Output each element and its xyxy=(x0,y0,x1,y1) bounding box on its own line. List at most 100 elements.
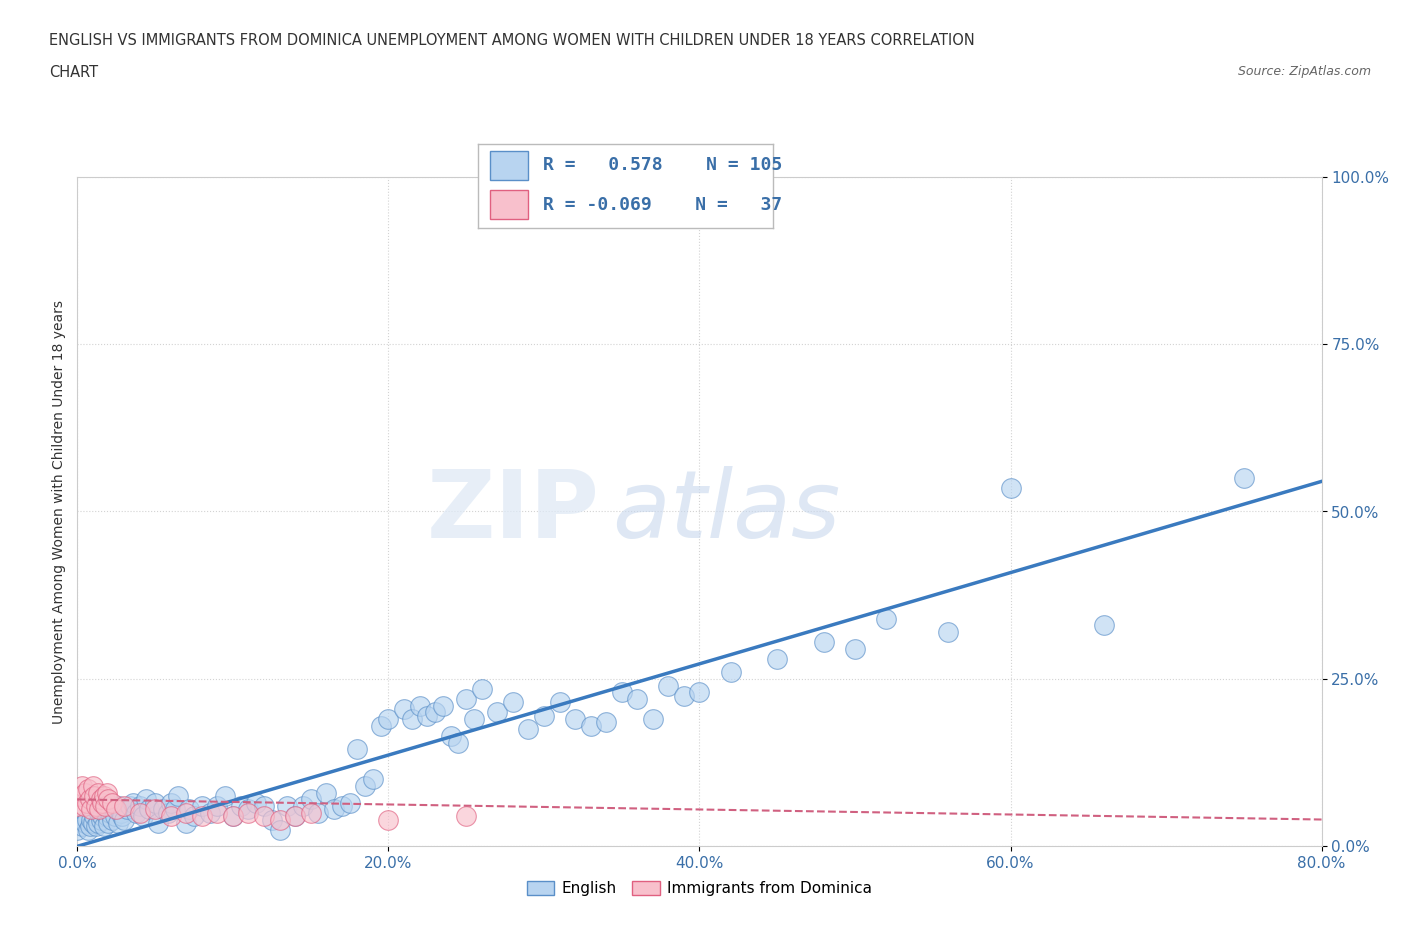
Point xyxy=(377,711,399,726)
Point xyxy=(66,799,89,814)
Point xyxy=(70,778,93,793)
Point xyxy=(222,809,245,824)
Point xyxy=(79,818,101,833)
Point xyxy=(626,692,648,707)
Point xyxy=(128,799,150,814)
Point xyxy=(689,684,711,699)
Point xyxy=(80,812,103,827)
Point xyxy=(238,802,260,817)
Point xyxy=(284,809,307,824)
Point xyxy=(108,799,131,814)
Point xyxy=(91,809,114,824)
Point xyxy=(222,809,245,824)
Point xyxy=(82,778,104,793)
Point xyxy=(87,802,110,817)
Point xyxy=(143,802,166,817)
Point xyxy=(253,809,276,824)
Point xyxy=(720,665,742,680)
Point xyxy=(90,812,112,827)
Point xyxy=(156,805,179,820)
Point xyxy=(183,809,205,824)
Point xyxy=(83,789,105,804)
Text: ZIP: ZIP xyxy=(427,466,600,557)
Point xyxy=(766,651,789,666)
Point xyxy=(377,812,399,827)
Point xyxy=(813,634,835,649)
Point xyxy=(107,816,129,830)
Point xyxy=(253,799,276,814)
Y-axis label: Unemployment Among Women with Children Under 18 years: Unemployment Among Women with Children U… xyxy=(52,299,66,724)
Point xyxy=(86,785,108,800)
Point xyxy=(165,802,187,817)
Point xyxy=(174,805,197,820)
Point xyxy=(100,795,122,810)
Point xyxy=(69,789,91,804)
Point xyxy=(408,698,430,713)
Point xyxy=(104,809,127,824)
Point xyxy=(229,799,252,814)
Text: Source: ZipAtlas.com: Source: ZipAtlas.com xyxy=(1237,65,1371,78)
Point xyxy=(269,812,291,827)
Point xyxy=(105,802,128,817)
Point xyxy=(938,625,960,640)
Point xyxy=(76,795,98,810)
Point xyxy=(72,799,94,814)
Point xyxy=(610,684,633,699)
Point xyxy=(284,809,307,824)
Text: R =   0.578    N = 105: R = 0.578 N = 105 xyxy=(543,156,782,175)
Point xyxy=(159,795,181,810)
Point xyxy=(148,816,170,830)
Point xyxy=(135,792,157,807)
Point xyxy=(112,799,135,814)
Point xyxy=(191,799,214,814)
Point xyxy=(440,728,463,743)
Point xyxy=(87,805,110,820)
Point xyxy=(276,799,298,814)
Point xyxy=(875,611,897,626)
Point xyxy=(159,809,181,824)
Bar xyxy=(489,191,529,219)
Point xyxy=(260,812,283,827)
Point xyxy=(97,816,120,830)
Point xyxy=(844,642,866,657)
Point xyxy=(93,818,115,833)
Point xyxy=(214,789,236,804)
Point xyxy=(120,799,142,814)
Point xyxy=(579,718,602,733)
Point xyxy=(401,711,423,726)
Point xyxy=(291,799,314,814)
Point xyxy=(238,805,260,820)
Point xyxy=(486,705,509,720)
Point xyxy=(80,802,103,817)
Point xyxy=(96,785,118,800)
Point xyxy=(167,789,190,804)
Point xyxy=(101,799,124,814)
Point xyxy=(110,805,132,820)
Point xyxy=(128,805,150,820)
Point xyxy=(76,812,98,827)
Point xyxy=(75,816,97,830)
Point xyxy=(1233,471,1256,485)
Point xyxy=(79,792,101,807)
Point xyxy=(174,816,197,830)
Point xyxy=(502,695,524,710)
Point xyxy=(423,705,446,720)
Point xyxy=(370,718,392,733)
Point xyxy=(456,692,478,707)
Point xyxy=(595,715,617,730)
Point xyxy=(115,802,138,817)
Text: R = -0.069    N =   37: R = -0.069 N = 37 xyxy=(543,196,782,214)
Point xyxy=(463,711,485,726)
Point xyxy=(564,711,586,726)
Point xyxy=(339,795,361,810)
Point xyxy=(346,742,368,757)
Point xyxy=(361,772,384,787)
Point xyxy=(471,682,494,697)
Point xyxy=(657,678,679,693)
Point xyxy=(517,722,540,737)
Point xyxy=(90,792,112,807)
Legend: English, Immigrants from Dominica: English, Immigrants from Dominica xyxy=(520,875,879,902)
Point xyxy=(152,802,174,817)
Point xyxy=(93,789,115,804)
Point xyxy=(94,802,117,817)
